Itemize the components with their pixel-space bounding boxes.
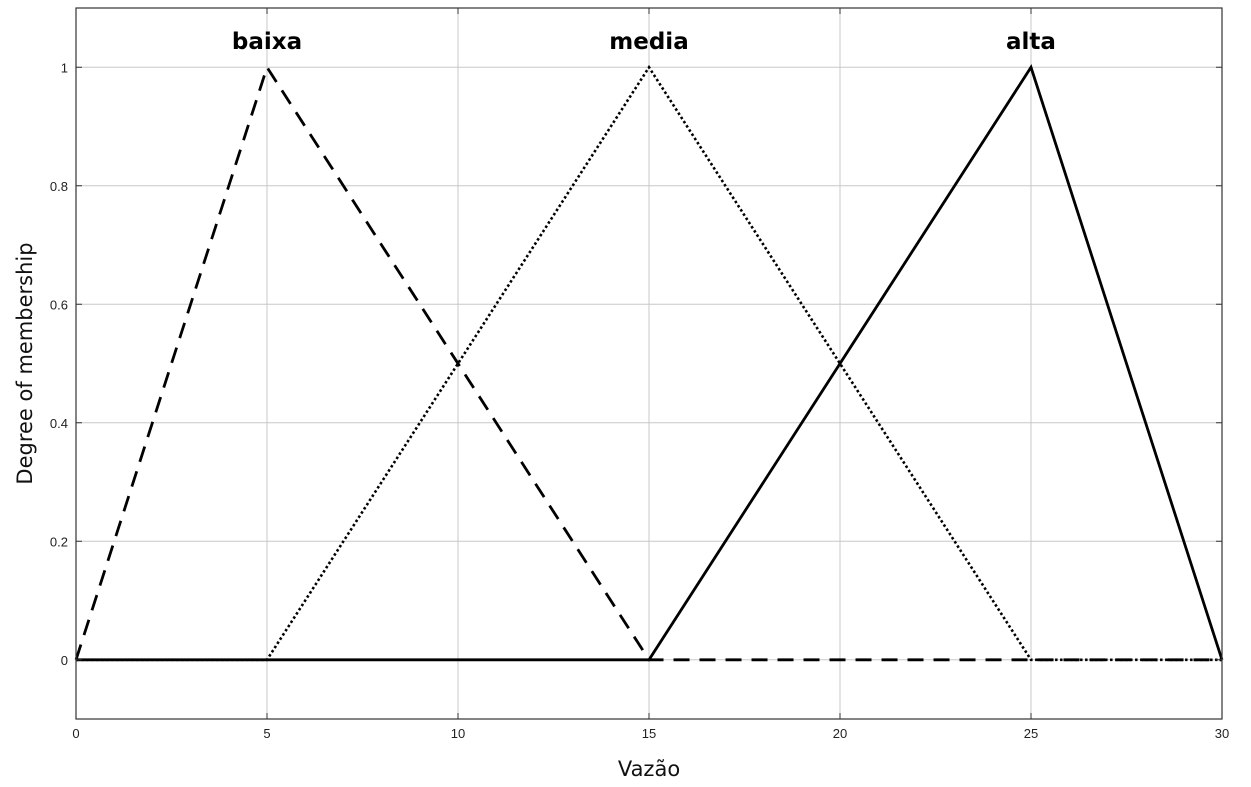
series-label-media: media [609, 29, 688, 55]
series-label-baixa: baixa [232, 29, 302, 55]
y-axis-label: Degree of membership [13, 242, 37, 484]
y-tick-label: 0.4 [50, 416, 68, 431]
x-tick-label: 10 [451, 726, 465, 741]
y-tick-label: 0 [61, 653, 68, 668]
x-tick-label: 20 [833, 726, 847, 741]
x-tick-label: 15 [642, 726, 656, 741]
x-tick-label: 25 [1024, 726, 1038, 741]
series-line-alta [76, 64, 1224, 662]
series-line-baixa [74, 64, 1222, 662]
y-tick-label: 0.2 [50, 534, 68, 549]
x-axis-label: Vazão [618, 757, 680, 781]
tick-labels: 0 5 10 15 20 25 30 0 0.2 0.4 0.6 0.8 1 [50, 8, 1229, 741]
x-tick-label: 5 [263, 726, 270, 741]
series-label-alta: alta [1006, 29, 1056, 55]
series-lines [74, 64, 1224, 662]
x-tick-label: 0 [72, 726, 79, 741]
y-tick-label: 0.6 [50, 297, 68, 312]
series-line-media [76, 64, 1222, 662]
grid [76, 8, 1222, 719]
y-tick-label: 0.8 [50, 179, 68, 194]
y-tick-label: 1 [61, 60, 68, 75]
series-labels: baixa media alta [232, 29, 1056, 55]
x-tick-label: 30 [1215, 726, 1229, 741]
